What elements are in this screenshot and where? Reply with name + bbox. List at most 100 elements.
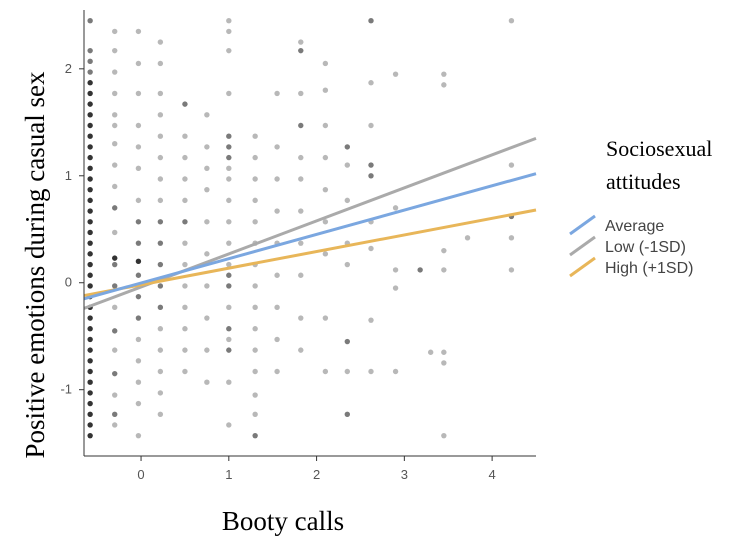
data-point <box>508 235 515 241</box>
data-point <box>87 368 93 375</box>
data-point <box>344 144 351 150</box>
data-point <box>226 336 232 343</box>
data-point <box>157 176 164 182</box>
data-point <box>508 17 515 24</box>
data-point <box>87 379 93 385</box>
data-point <box>252 133 258 139</box>
data-point <box>322 315 329 321</box>
data-point <box>298 122 304 129</box>
data-point <box>226 272 232 278</box>
data-point <box>135 258 142 265</box>
data-point <box>322 251 329 257</box>
data-point <box>182 154 188 161</box>
data-point <box>157 197 164 204</box>
regression-line-average <box>83 172 537 301</box>
data-point <box>344 411 351 417</box>
data-point <box>157 390 164 396</box>
data-point <box>87 133 93 139</box>
data-point <box>182 368 188 375</box>
y-axis-title: Positive emotions during casual sex <box>20 71 50 458</box>
legend-label: High (+1SD) <box>605 260 693 277</box>
legend-label: Low (-1SD) <box>605 239 686 256</box>
data-point <box>112 347 118 353</box>
data-point <box>368 245 374 252</box>
data-point <box>226 17 232 24</box>
data-point <box>87 283 93 289</box>
data-point <box>508 162 515 168</box>
data-point <box>344 162 351 168</box>
data-point <box>298 347 304 353</box>
y-ticks: -1 0 1 2 <box>60 61 84 397</box>
data-point <box>274 304 280 311</box>
data-point <box>112 28 118 35</box>
data-point <box>87 315 93 321</box>
data-point <box>157 368 164 375</box>
data-point <box>112 304 118 311</box>
data-point <box>252 304 258 311</box>
data-point <box>322 219 329 225</box>
data-point <box>441 82 447 88</box>
data-point <box>226 154 232 161</box>
data-point <box>87 58 93 65</box>
data-point <box>508 267 515 273</box>
data-point <box>87 336 93 343</box>
data-point <box>135 165 142 171</box>
data-point <box>226 304 232 311</box>
data-point <box>298 47 304 54</box>
data-point <box>135 219 142 225</box>
data-point <box>182 133 188 139</box>
data-point <box>274 272 280 278</box>
data-point <box>135 379 142 385</box>
legend-key <box>569 256 596 278</box>
data-point <box>87 326 93 332</box>
data-point <box>274 144 280 150</box>
data-point <box>392 368 399 375</box>
data-point <box>441 432 447 439</box>
data-point <box>252 432 258 439</box>
data-point <box>87 347 93 353</box>
data-point <box>135 358 142 364</box>
data-point <box>135 293 142 300</box>
data-point <box>157 411 164 417</box>
data-point <box>182 101 188 107</box>
data-point <box>157 326 164 332</box>
regression-line-high-1sd <box>83 208 537 298</box>
data-point <box>204 283 210 289</box>
data-point <box>157 304 164 311</box>
data-point <box>135 432 142 439</box>
data-point <box>135 122 142 129</box>
data-point <box>112 112 118 118</box>
data-point <box>252 154 258 161</box>
data-point <box>226 261 232 268</box>
data-point <box>368 368 374 375</box>
data-point <box>112 422 118 428</box>
data-point <box>441 247 447 254</box>
data-point <box>298 272 304 278</box>
data-point <box>112 69 118 75</box>
data-point <box>298 176 304 182</box>
data-point <box>87 154 93 161</box>
data-point <box>226 144 232 150</box>
data-point <box>368 173 374 179</box>
data-point <box>135 336 142 343</box>
data-point <box>182 326 188 332</box>
data-point <box>112 47 118 54</box>
data-point <box>226 240 232 246</box>
data-point <box>157 90 164 97</box>
data-point <box>87 219 93 225</box>
data-point <box>417 267 423 273</box>
regression-lines <box>83 136 537 310</box>
data-point <box>87 422 93 428</box>
data-point <box>226 197 232 204</box>
legend-title-line-2: attitudes <box>606 169 681 194</box>
data-point <box>274 176 280 182</box>
data-point <box>368 122 374 129</box>
data-point <box>441 71 447 77</box>
x-axis-title: Booty calls <box>222 506 344 536</box>
x-tick-label: 4 <box>488 467 495 482</box>
data-point <box>204 379 210 385</box>
data-point <box>135 60 142 67</box>
data-point <box>87 101 93 107</box>
data-point <box>135 240 142 246</box>
y-tick-label: -1 <box>60 382 72 397</box>
